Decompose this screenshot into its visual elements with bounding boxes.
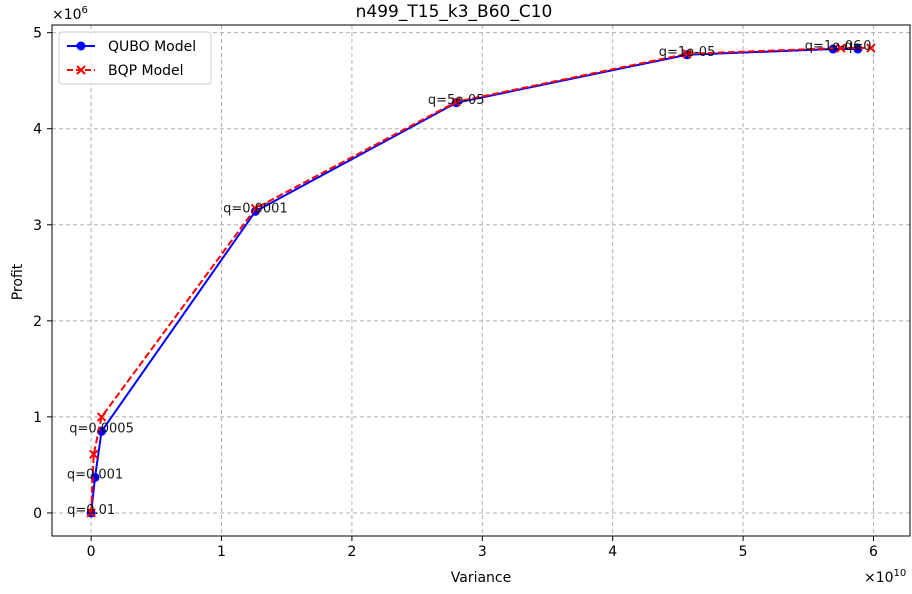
point-annotation: q=0.001 — [67, 467, 123, 482]
x-tick-label: 5 — [739, 544, 748, 560]
x-tick-label: 1 — [217, 544, 226, 560]
y-axis-label: Profit — [10, 263, 26, 300]
y-tick-label: 3 — [33, 218, 42, 234]
point-annotations: q=0.01 q=0.001 q=0.0005 q=0.0001 q=5e-05 q=1e… — [67, 39, 872, 518]
point-annotation: q=5e-05 — [428, 93, 485, 108]
x-axis-ticks: 0 1 2 3 4 5 6 — [87, 536, 878, 560]
data-point-marker — [682, 49, 692, 59]
point-annotation: q=0.0005 — [69, 421, 134, 436]
x-tick-label: 2 — [347, 544, 356, 560]
point-annotation: q=1e-06 — [805, 39, 862, 54]
point-annotation: q=0.0001 — [223, 201, 288, 216]
y-multiplier-base: ×10 — [52, 7, 82, 23]
y-axis-ticks: 0 1 2 3 4 5 — [33, 26, 52, 522]
legend-box — [58, 31, 212, 85]
y-tick-label: 2 — [33, 314, 42, 330]
legend-label-qubo: QUBO Model — [108, 39, 196, 55]
legend: QUBO Model BQP Model — [58, 31, 212, 85]
y-axis-multiplier: ×106 — [52, 5, 88, 23]
data-point-marker — [836, 43, 846, 53]
point-annotation: q=0.01 — [67, 503, 115, 518]
y-tick-label: 5 — [33, 26, 42, 42]
point-annotation: q=0 — [844, 39, 871, 54]
data-point-marker — [250, 206, 260, 216]
x-axis-multiplier: ×1010 — [864, 568, 906, 586]
x-tick-label: 4 — [608, 544, 617, 560]
y-tick-label: 4 — [33, 122, 42, 138]
x-multiplier-exponent: 10 — [894, 568, 907, 579]
x-multiplier-base: ×10 — [864, 570, 894, 586]
y-tick-label: 1 — [33, 410, 42, 426]
series-line — [90, 47, 871, 513]
legend-swatch-qubo-marker — [76, 41, 86, 51]
legend-label-bqp: BQP Model — [108, 63, 184, 79]
chart-title: n499_T15_k3_B60_C10 — [356, 2, 553, 22]
x-axis-label: Variance — [451, 570, 511, 586]
legend-swatch-bqp-marker — [76, 65, 86, 75]
data-point-marker — [250, 203, 261, 214]
plot-frame — [51, 24, 911, 537]
data-point-marker — [89, 449, 99, 460]
plot-series — [86, 43, 876, 518]
data-point-marker — [451, 97, 461, 107]
data-point-marker — [96, 412, 107, 422]
data-point-marker — [866, 43, 876, 53]
x-tick-label: 0 — [87, 544, 96, 560]
series-1 — [86, 43, 876, 518]
point-annotation: q=1e-05 — [659, 45, 716, 60]
x-tick-label: 6 — [869, 544, 878, 560]
y-multiplier-exponent: 6 — [82, 5, 88, 16]
x-tick-label: 3 — [478, 544, 487, 560]
y-tick-label: 0 — [33, 506, 42, 522]
data-point-marker — [86, 508, 96, 518]
